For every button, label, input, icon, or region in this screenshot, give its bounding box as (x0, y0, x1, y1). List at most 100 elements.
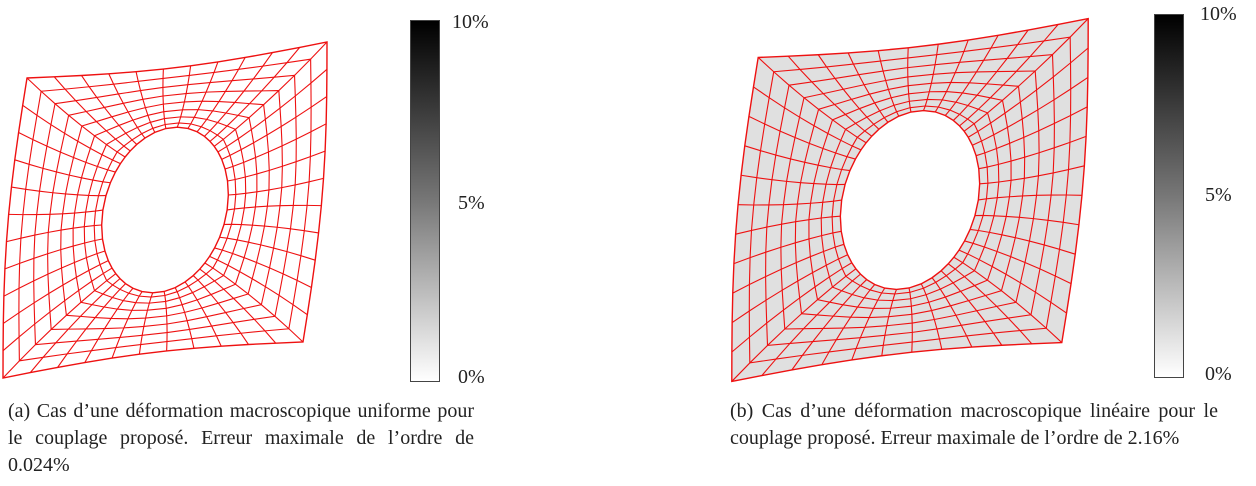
colorbar-bottom-label: 0% (458, 366, 485, 388)
mesh-spoke-line (953, 256, 1063, 343)
mesh-spoke-line (224, 123, 327, 170)
mesh-spoke-line (787, 55, 873, 137)
mesh-spoke-line (731, 254, 848, 323)
mesh-spoke-line (219, 236, 316, 261)
mesh-spoke-line (920, 283, 943, 350)
mesh-spoke-line (821, 284, 876, 365)
mesh-spoke-line (748, 115, 856, 160)
mesh-spoke-line (81, 75, 138, 145)
mesh-spoke-line (138, 292, 154, 355)
mesh-spoke-line (209, 255, 308, 316)
mesh-spoke-line (196, 57, 246, 133)
mesh-spoke-line (744, 145, 850, 172)
mesh-spoke-line (908, 287, 913, 353)
mesh-spoke-line (135, 71, 156, 133)
mesh-spoke-line (22, 104, 121, 165)
colorbar (1154, 14, 1184, 378)
mesh-spoke-line (111, 291, 143, 359)
mesh-spoke-line (741, 174, 846, 186)
mesh-spoke-line (731, 262, 853, 353)
mesh-spoke-line (791, 279, 868, 371)
mesh-spoke-line (975, 106, 1088, 157)
mesh-spoke-line (940, 270, 1003, 346)
mesh-spoke-line (735, 215, 841, 235)
mesh-spoke-line (970, 228, 1076, 255)
mesh-spoke-line (817, 54, 880, 130)
deformed-mesh-plot (2, 41, 328, 379)
mesh-spoke-line (733, 230, 842, 265)
mesh-spoke-line (964, 240, 1072, 285)
mesh-spoke-line (214, 247, 312, 288)
mesh-spoke-line (944, 35, 999, 116)
mesh-spoke-line (931, 277, 973, 348)
mesh-spoke-line (738, 199, 842, 206)
mesh-spoke-line (18, 132, 116, 173)
mesh-spoke-line (2, 260, 109, 324)
mesh-spoke-line (228, 177, 324, 196)
deformed-mesh-plot (731, 17, 1089, 383)
mesh-spoke-line (732, 243, 845, 294)
mesh-spoke-line (224, 223, 319, 234)
mesh-spoke-line (959, 24, 1059, 127)
mesh-spoke-line (2, 267, 113, 352)
mesh-spoke-line (217, 68, 328, 153)
mesh-fill (3, 42, 327, 378)
mesh-spoke-line (877, 50, 900, 117)
colorbar-top-label: 10% (452, 11, 489, 33)
mesh-spoke-line (731, 268, 857, 382)
mesh-spoke-line (29, 278, 121, 373)
mesh-spoke-line (162, 69, 167, 129)
mesh-ring-line (731, 17, 1089, 383)
colorbar-mid-label: 5% (1205, 184, 1232, 206)
mesh-spoke-line (947, 263, 1033, 345)
mesh-spoke-line (8, 209, 103, 216)
mesh-spoke-line (14, 159, 111, 184)
mesh-spoke-line (979, 165, 1085, 185)
mesh-spoke-line (163, 291, 168, 351)
mesh-ring-line (839, 109, 981, 291)
mesh-spoke-line (978, 135, 1087, 170)
mesh-spoke-line (108, 73, 146, 139)
mesh-spoke-line (57, 283, 126, 368)
colorbar-bottom-label: 0% (1205, 363, 1232, 385)
mesh-spoke-line (227, 150, 326, 182)
mesh-spoke-line (3, 250, 106, 297)
mesh-spoke-line (972, 77, 1089, 146)
mesh-spoke-line (11, 186, 106, 197)
colorbar-top-label: 10% (1200, 3, 1237, 25)
mesh-spoke-line (963, 18, 1089, 132)
mesh-spoke-line (757, 57, 867, 144)
colorbar-mid-label: 5% (458, 192, 485, 214)
figure-panel-b: 10% 5% 0% (b) Cas d’une déformation macr… (700, 0, 1256, 486)
figure-caption: (b) Cas d’une déformation macroscopique … (730, 400, 1218, 449)
mesh-spoke-line (6, 224, 102, 243)
mesh-spoke-line (753, 86, 862, 151)
mesh-spoke-line (204, 52, 273, 137)
mesh-spoke-line (227, 204, 322, 211)
mesh-spoke-line (84, 287, 134, 363)
mesh-spoke-line (209, 47, 301, 142)
mesh-spoke-line (187, 61, 219, 129)
mesh-spoke-line (2, 273, 117, 379)
mesh-spoke-line (192, 275, 249, 345)
mesh-spoke-line (221, 96, 328, 160)
colorbar (410, 20, 440, 382)
mesh-spoke-line (213, 41, 328, 147)
mesh-spoke-line (204, 262, 304, 343)
mesh-spoke-line (967, 47, 1089, 138)
mesh-spoke-line (974, 214, 1079, 226)
mesh-spoke-line (851, 287, 886, 361)
mesh-spoke-line (847, 52, 889, 123)
mesh-spoke-line (958, 249, 1067, 314)
mesh-spoke-line (53, 76, 131, 152)
mesh-spoke-line (4, 238, 103, 270)
mesh-spoke-line (952, 29, 1029, 121)
mesh-spoke-line (907, 47, 912, 113)
mesh-spoke-line (922, 44, 939, 111)
mesh-spoke-line (934, 39, 969, 113)
mesh-spoke-line (184, 281, 222, 347)
mesh-spoke-line (176, 65, 192, 128)
mesh-spoke-line (26, 77, 126, 158)
mesh-spoke-line (761, 273, 861, 376)
mesh-spoke-line (174, 287, 195, 349)
